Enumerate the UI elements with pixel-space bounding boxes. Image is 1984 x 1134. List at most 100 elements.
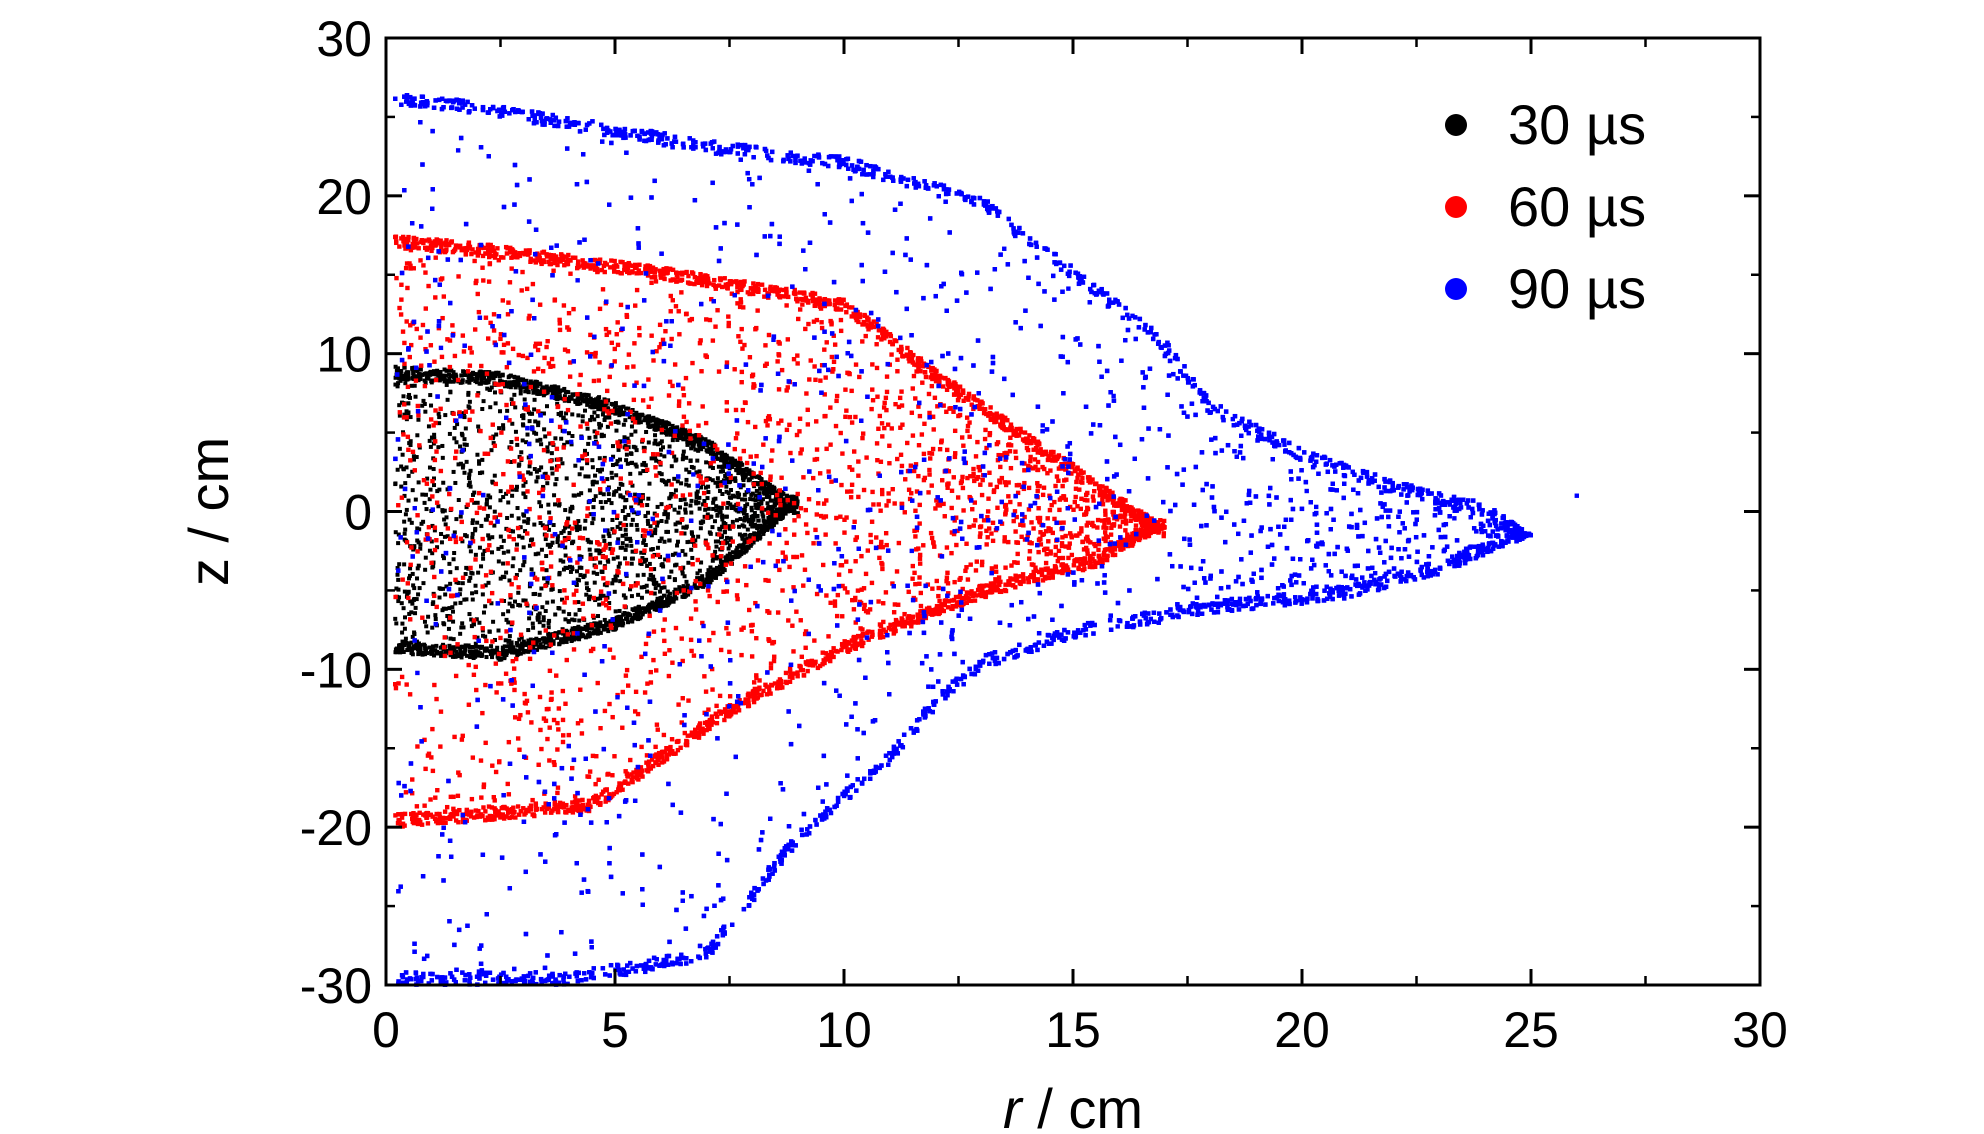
data-point bbox=[585, 426, 590, 431]
data-point bbox=[395, 384, 400, 389]
data-point bbox=[569, 396, 574, 401]
data-point bbox=[611, 402, 616, 407]
data-point bbox=[742, 515, 747, 520]
data-point bbox=[685, 432, 690, 437]
data-point bbox=[696, 500, 701, 505]
data-point bbox=[911, 373, 917, 379]
data-point bbox=[814, 512, 820, 517]
data-point bbox=[714, 720, 720, 726]
data-point bbox=[587, 630, 592, 635]
data-point bbox=[598, 549, 603, 554]
data-point bbox=[1045, 516, 1050, 521]
data-point bbox=[444, 368, 449, 373]
data-point bbox=[633, 429, 638, 434]
data-point bbox=[707, 446, 712, 451]
data-point bbox=[718, 450, 723, 455]
data-point bbox=[394, 621, 399, 626]
data-point bbox=[766, 516, 771, 521]
data-point bbox=[596, 614, 601, 619]
data-point bbox=[679, 481, 684, 486]
data-point bbox=[520, 438, 525, 443]
data-point bbox=[451, 370, 456, 375]
data-point bbox=[733, 550, 738, 555]
data-point bbox=[553, 482, 558, 487]
data-point bbox=[847, 640, 852, 646]
data-point bbox=[921, 543, 926, 548]
data-point bbox=[480, 584, 485, 589]
data-point bbox=[509, 397, 514, 402]
data-point bbox=[493, 661, 499, 666]
data-point bbox=[584, 392, 589, 397]
data-point bbox=[543, 434, 548, 439]
data-point bbox=[735, 490, 740, 495]
data-point bbox=[733, 407, 739, 413]
data-point bbox=[671, 599, 676, 604]
data-point bbox=[779, 475, 784, 480]
data-point bbox=[597, 621, 602, 626]
data-point bbox=[566, 516, 571, 521]
data-point bbox=[569, 628, 574, 633]
data-point bbox=[891, 610, 897, 615]
data-point bbox=[843, 414, 848, 420]
data-point bbox=[681, 449, 686, 454]
data-point bbox=[705, 588, 711, 593]
data-point bbox=[1161, 533, 1166, 539]
data-point bbox=[896, 347, 901, 353]
data-point bbox=[848, 495, 854, 500]
data-point bbox=[942, 602, 948, 608]
data-point bbox=[952, 454, 958, 460]
data-point bbox=[662, 454, 667, 459]
data-point bbox=[839, 647, 844, 653]
data-point bbox=[1045, 457, 1051, 463]
data-point bbox=[725, 553, 730, 558]
data-point bbox=[544, 404, 549, 409]
data-point bbox=[518, 378, 523, 383]
data-point bbox=[517, 747, 522, 752]
data-point bbox=[645, 681, 650, 686]
data-point bbox=[1122, 514, 1127, 520]
data-point bbox=[547, 668, 553, 674]
data-point bbox=[890, 486, 895, 492]
data-point bbox=[973, 518, 978, 523]
data-point bbox=[524, 386, 529, 391]
data-point bbox=[610, 581, 615, 586]
data-point bbox=[726, 631, 731, 636]
data-point bbox=[481, 506, 487, 511]
data-point bbox=[588, 512, 593, 517]
data-point bbox=[467, 363, 473, 368]
data-point bbox=[662, 539, 667, 544]
data-point bbox=[464, 597, 469, 602]
data-point bbox=[551, 388, 556, 393]
data-point bbox=[735, 549, 740, 554]
data-point bbox=[1026, 485, 1032, 491]
data-point bbox=[492, 523, 497, 528]
data-point bbox=[616, 615, 621, 620]
data-point bbox=[747, 291, 752, 297]
data-point bbox=[637, 497, 642, 502]
data-point bbox=[447, 372, 452, 377]
data-point bbox=[421, 652, 426, 657]
data-point bbox=[475, 813, 480, 818]
data-point bbox=[612, 490, 617, 495]
data-point bbox=[1008, 576, 1013, 581]
data-point bbox=[1007, 449, 1013, 454]
data-point bbox=[896, 540, 902, 546]
data-point bbox=[418, 546, 423, 551]
data-point bbox=[577, 526, 582, 531]
data-point bbox=[483, 634, 488, 639]
data-point bbox=[503, 380, 508, 385]
data-point bbox=[763, 480, 768, 485]
data-point bbox=[561, 529, 566, 534]
data-point bbox=[546, 502, 551, 507]
data-point bbox=[565, 440, 570, 445]
data-point bbox=[541, 618, 546, 623]
data-point bbox=[477, 471, 482, 476]
data-point bbox=[662, 512, 667, 517]
data-point bbox=[673, 488, 678, 493]
data-point bbox=[762, 486, 767, 491]
data-point bbox=[510, 650, 515, 655]
data-point bbox=[488, 242, 493, 248]
data-point bbox=[785, 385, 790, 390]
data-point bbox=[501, 561, 506, 566]
data-point bbox=[518, 651, 523, 656]
